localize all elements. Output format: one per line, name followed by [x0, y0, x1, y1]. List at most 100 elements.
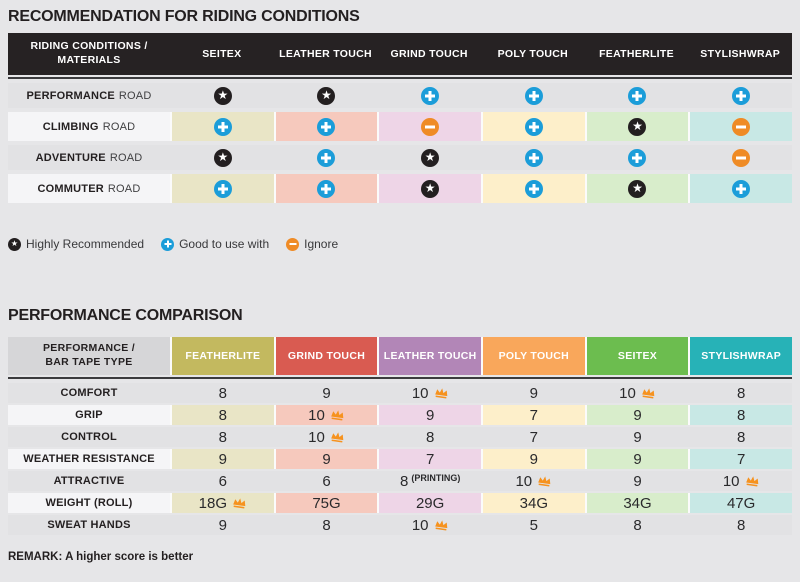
riding-cell: ★: [172, 145, 274, 170]
plus-icon: [317, 179, 336, 198]
perf-cell: 9: [482, 449, 585, 469]
perf-header-row: PERFORMANCE / BAR TAPE TYPE FEATHERLITE G…: [8, 337, 792, 375]
plus-icon: [524, 179, 543, 198]
perf-cell: 6: [276, 471, 378, 491]
star-icon: ★: [421, 179, 440, 198]
perf-column-header: LEATHER TOUCH: [379, 337, 481, 375]
perf-cell: 34G: [482, 493, 585, 513]
perf-value: 9: [529, 384, 538, 402]
perf-value: 10: [411, 384, 429, 402]
riding-row-label-rest: ROAD: [109, 151, 143, 164]
performance-table: PERFORMANCE / BAR TAPE TYPE FEATHERLITE G…: [8, 337, 792, 535]
perf-value: 75G: [312, 494, 341, 512]
star-icon: ★: [213, 86, 232, 105]
perf-cell: 7: [482, 405, 585, 425]
star-icon: ★: [628, 117, 647, 136]
perf-value: 29G: [415, 494, 445, 512]
perf-cell: 9: [379, 405, 481, 425]
perf-value: 7: [425, 450, 435, 468]
perf-value: 6: [218, 472, 227, 490]
remark-text: REMARK: A higher score is better: [8, 551, 194, 563]
perf-cell: 7: [690, 449, 792, 469]
perf-row-label: COMFORT: [60, 387, 118, 399]
perf-value: 7: [529, 428, 538, 446]
perf-value: 8: [218, 384, 227, 402]
plus-icon: [161, 237, 175, 251]
riding-column-header: STYLISHWRAP: [700, 48, 781, 60]
plus-icon: [317, 117, 336, 136]
perf-value: 18G: [198, 494, 227, 512]
perf-value: 8: [399, 472, 409, 490]
perf-value: 10: [619, 384, 636, 402]
perf-row-label: SWEAT HANDS: [47, 519, 131, 531]
riding-column-header: GRIND TOUCH: [390, 48, 468, 60]
perf-cell: 10: [483, 471, 585, 491]
perf-cell: 10: [275, 405, 378, 425]
perf-value: 10: [515, 472, 533, 490]
perf-value: 8: [736, 428, 746, 446]
minus-icon: [732, 117, 751, 136]
crown-icon: [434, 519, 449, 531]
perf-row-label: GRIP: [8, 405, 170, 425]
star-icon: ★: [628, 179, 647, 198]
perf-row-label: WEATHER RESISTANCE: [8, 449, 170, 469]
perf-cell: 8: [276, 515, 378, 535]
perf-cell: 8: [690, 427, 792, 447]
perf-value: 9: [425, 406, 435, 424]
plus-icon: [421, 86, 440, 105]
perf-cell: 8: [379, 427, 481, 447]
riding-header-label-line2: MATERIALS: [57, 54, 121, 66]
perf-value: 9: [633, 450, 642, 468]
perf-cell: 8: [172, 383, 274, 403]
perf-row: ATTRACTIVE 6 6 8 (PRINTING) 10 9 10: [8, 471, 792, 491]
legend-label: Good to use with: [179, 237, 270, 251]
legend-item-good-to-use-with: Good to use with: [161, 237, 269, 251]
crown-icon: [434, 387, 449, 399]
perf-cell: 9: [587, 471, 689, 491]
crown-icon: [330, 431, 345, 443]
perf-column-header: POLY TOUCH: [482, 337, 585, 375]
perf-header-label-line1: PERFORMANCE /: [43, 342, 135, 355]
minus-icon: [286, 237, 300, 251]
perf-cell: 9: [275, 449, 378, 469]
perf-cell: 5: [483, 515, 585, 535]
perf-value: 8: [736, 384, 746, 402]
perf-value: 9: [218, 450, 227, 468]
perf-cell: 8: [690, 383, 792, 403]
perf-value: 9: [633, 472, 642, 490]
perf-cell: 9: [172, 515, 274, 535]
star-icon: ★: [213, 148, 232, 167]
perf-value: 8: [736, 406, 746, 424]
plus-icon: [213, 117, 232, 136]
perf-value: 8: [218, 428, 227, 446]
perf-value: 6: [322, 472, 331, 490]
riding-cell: [275, 174, 378, 203]
riding-column-header: POLY TOUCH: [497, 48, 569, 60]
perf-value-suffix: (PRINTING): [411, 473, 461, 483]
riding-row-label: CLIMBING ROAD: [8, 112, 170, 141]
crown-icon: [745, 475, 760, 487]
riding-cell: [379, 112, 481, 141]
perf-row: CONTROL 8 10 8 7 9 8: [8, 427, 792, 447]
perf-column-header: FEATHERLITE: [172, 337, 274, 375]
perf-cell: 9: [276, 383, 378, 403]
star-icon: ★: [8, 237, 21, 251]
perf-cell: 9: [172, 449, 274, 469]
perf-cell: 7: [483, 427, 585, 447]
perf-value: 8: [322, 516, 331, 534]
perf-column-header: SEITEX: [586, 337, 689, 375]
riding-header-rule: [8, 77, 792, 79]
perf-cell: 7: [379, 449, 481, 469]
riding-cell: [483, 83, 585, 108]
perf-value: 9: [218, 516, 227, 534]
riding-cell: [172, 112, 274, 141]
riding-cell: [690, 145, 792, 170]
riding-row-label-rest: ROAD: [102, 120, 136, 133]
riding-row: COMMUTER ROAD ★ ★: [8, 174, 792, 203]
perf-value: 5: [529, 516, 538, 534]
crown-icon: [641, 387, 656, 399]
perf-value: 10: [722, 472, 740, 490]
riding-column-header: SEITEX: [202, 48, 242, 60]
plus-icon: [732, 86, 751, 105]
